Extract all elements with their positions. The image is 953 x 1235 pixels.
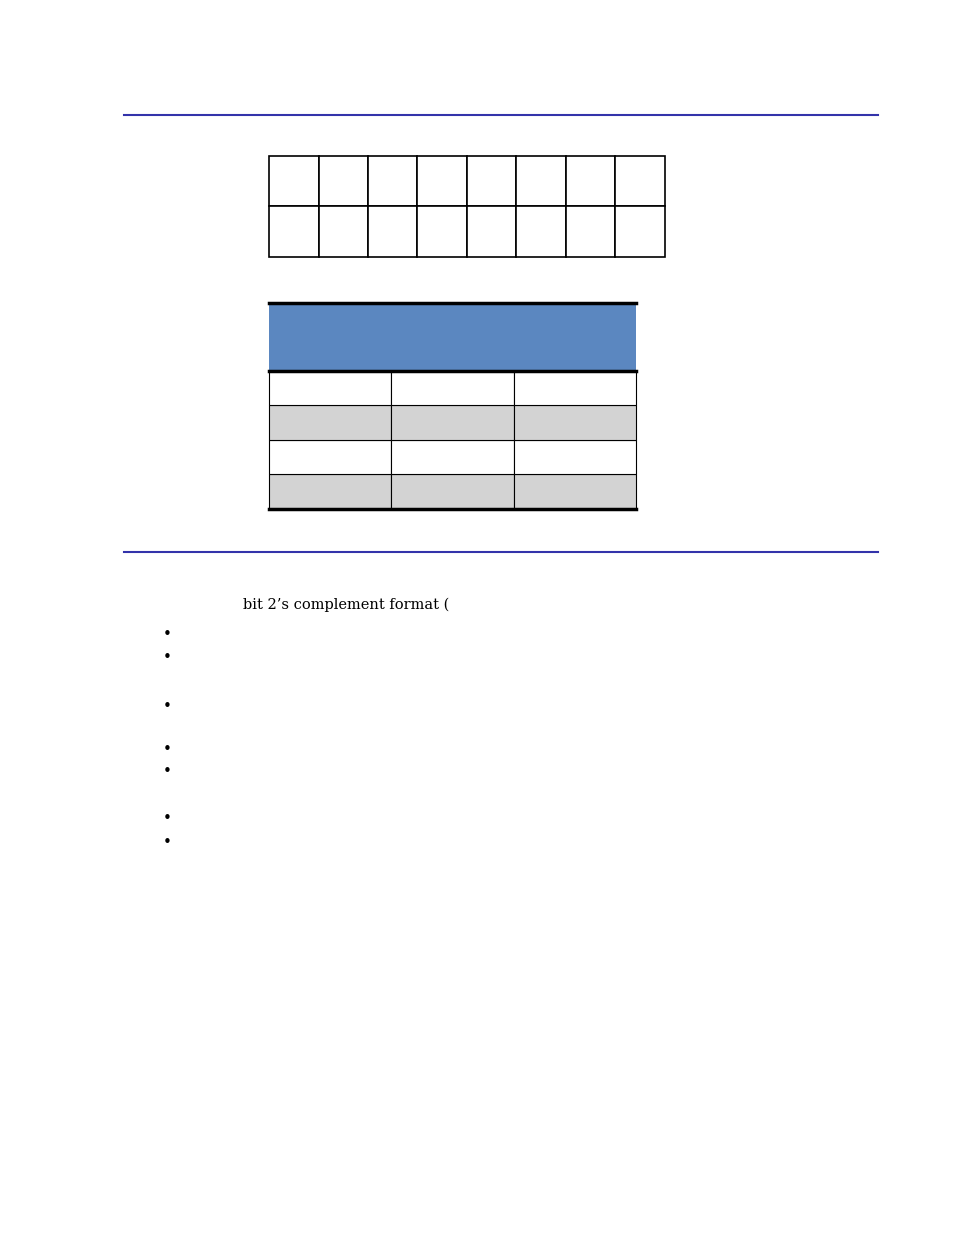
Bar — [417, 206, 466, 257]
Bar — [368, 206, 417, 257]
Bar — [391, 405, 514, 440]
Bar — [516, 156, 565, 206]
Bar — [514, 440, 636, 474]
Bar — [269, 156, 318, 206]
Bar — [516, 206, 565, 257]
Bar — [269, 474, 391, 509]
Text: •: • — [162, 742, 172, 757]
Bar — [318, 156, 368, 206]
Bar — [615, 156, 664, 206]
Bar — [368, 156, 417, 206]
Text: bit 2’s complement format (: bit 2’s complement format ( — [243, 598, 449, 613]
Bar — [269, 370, 391, 405]
Text: •: • — [162, 699, 172, 714]
Bar — [318, 206, 368, 257]
Bar — [615, 206, 664, 257]
Bar — [514, 405, 636, 440]
Text: •: • — [162, 650, 172, 664]
Bar — [565, 156, 615, 206]
Bar — [269, 206, 318, 257]
Bar — [269, 405, 391, 440]
Bar — [269, 440, 391, 474]
Bar — [391, 440, 514, 474]
Bar — [466, 156, 516, 206]
Bar — [391, 474, 514, 509]
Bar — [466, 206, 516, 257]
Bar — [269, 303, 636, 370]
Bar — [565, 206, 615, 257]
Text: •: • — [162, 835, 172, 850]
Text: •: • — [162, 764, 172, 779]
Bar — [514, 474, 636, 509]
Bar — [417, 156, 466, 206]
Bar — [391, 370, 514, 405]
Bar — [514, 370, 636, 405]
Text: •: • — [162, 627, 172, 642]
Text: •: • — [162, 811, 172, 826]
